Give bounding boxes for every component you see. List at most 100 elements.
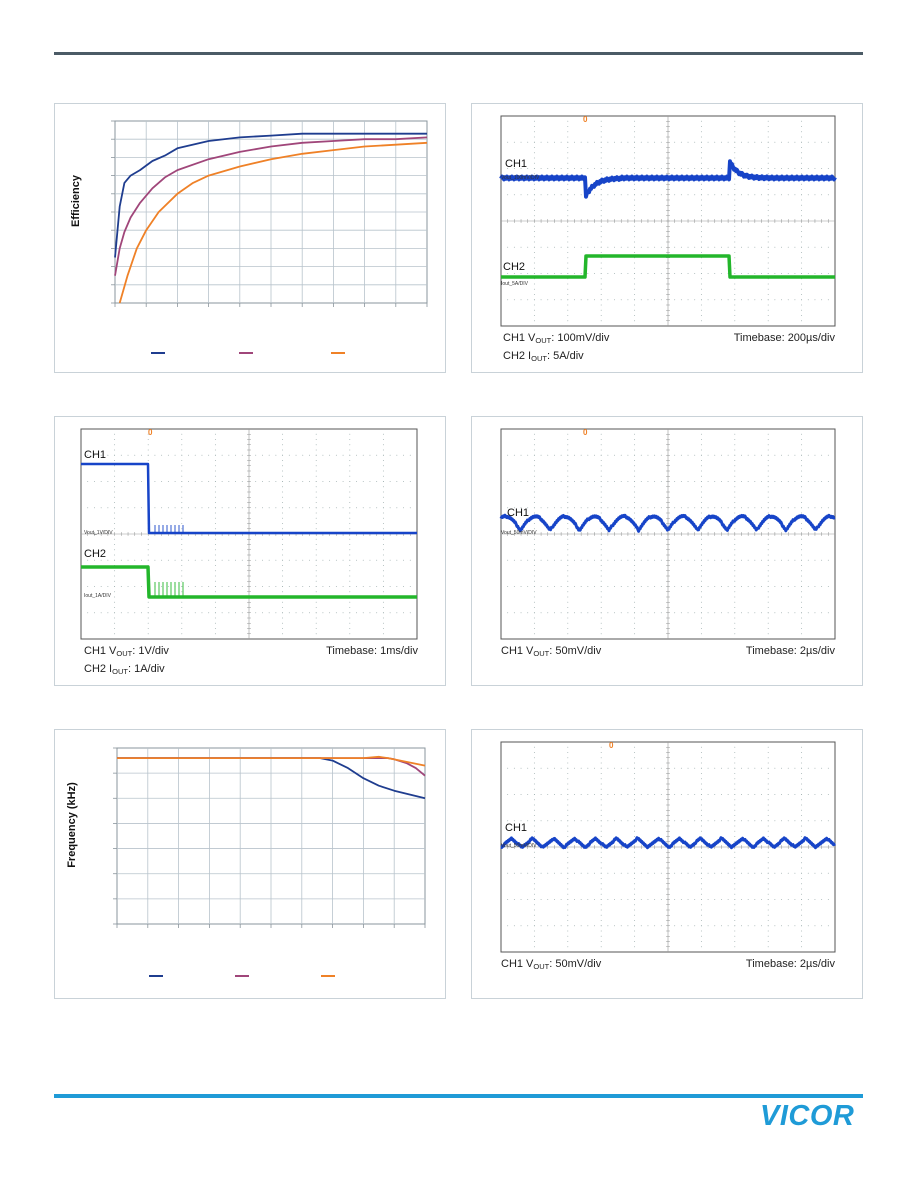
- grid-dot: [567, 299, 569, 301]
- grid-dot: [801, 273, 803, 274]
- series-line-1: [114, 132, 427, 258]
- grid-dot: [700, 183, 702, 185]
- grid-dot: [807, 454, 809, 456]
- grid-dot: [567, 252, 569, 253]
- grid-dot: [734, 246, 736, 248]
- grid-dot: [634, 617, 636, 619]
- grid-dot: [533, 283, 535, 285]
- grid-dot: [787, 612, 789, 614]
- grid-dot: [767, 930, 769, 932]
- grid-dot: [376, 507, 378, 509]
- grid-dot: [533, 433, 535, 435]
- grid-dot: [194, 559, 196, 561]
- grid-dot: [600, 788, 602, 790]
- grid-dot: [567, 570, 569, 572]
- grid-dot: [547, 168, 549, 169]
- grid-dot: [801, 591, 803, 593]
- grid-dot: [821, 899, 823, 900]
- grid-dot: [774, 872, 776, 874]
- grid-dot: [654, 872, 656, 874]
- grid-dot: [734, 762, 736, 764]
- grid-dot: [127, 507, 129, 509]
- grid-dot: [647, 586, 649, 587]
- grid-dot: [827, 273, 829, 274]
- grid-dot: [335, 481, 337, 482]
- grid-dot: [315, 486, 317, 488]
- grid-dot: [607, 299, 609, 301]
- grid-dot: [349, 481, 351, 482]
- grid-dot: [727, 454, 729, 456]
- grid-dot: [201, 559, 203, 561]
- grid-dot: [567, 946, 569, 948]
- grid-dot: [801, 475, 803, 477]
- grid-dot: [567, 633, 569, 635]
- grid-dot: [700, 607, 702, 608]
- grid-dot: [774, 299, 776, 301]
- grid-dot: [349, 538, 351, 540]
- grid-dot: [100, 559, 102, 561]
- grid-dot: [707, 273, 709, 274]
- grid-dot: [147, 460, 149, 461]
- grid-dot: [382, 575, 384, 577]
- grid-dot: [181, 565, 183, 566]
- grid-dot: [403, 481, 405, 482]
- grid-dot: [654, 767, 656, 769]
- grid-dot: [620, 246, 622, 248]
- grid-dot: [181, 591, 183, 593]
- grid-dot: [700, 162, 702, 164]
- grid-dot: [533, 946, 535, 948]
- grid-dot: [335, 507, 337, 509]
- grid-dot: [315, 628, 317, 629]
- grid-dot: [533, 862, 535, 864]
- grid-dot: [201, 481, 203, 482]
- grid-dot: [741, 454, 742, 456]
- grid-dot: [594, 141, 595, 143]
- grid-dot: [680, 899, 682, 900]
- grid-dot: [114, 622, 116, 624]
- grid-dot: [567, 444, 569, 446]
- grid-dot: [396, 612, 398, 614]
- grid-dot: [654, 820, 656, 822]
- grid-dot: [600, 746, 602, 748]
- grid-dot: [707, 194, 709, 196]
- grid-dot: [560, 586, 562, 587]
- grid-dot: [600, 267, 602, 269]
- grid-dot: [282, 591, 284, 593]
- grid-dot: [801, 157, 803, 159]
- grid-dot: [707, 141, 709, 143]
- grid-dot: [767, 257, 769, 259]
- grid-dot: [754, 141, 756, 143]
- grid-dot: [587, 246, 589, 248]
- grid-dot: [527, 612, 529, 614]
- grid-dot: [315, 449, 317, 451]
- grid-dot: [181, 570, 183, 572]
- grid-dot: [560, 194, 562, 196]
- grid-dot: [533, 757, 535, 759]
- grid-dot: [767, 194, 769, 196]
- grid-dot: [547, 872, 549, 874]
- grid-dot: [93, 507, 95, 509]
- grid-dot: [315, 549, 317, 551]
- grid-dot: [607, 141, 609, 143]
- grid-dot: [567, 486, 569, 488]
- grid-dot: [781, 454, 783, 456]
- grid-dot: [767, 935, 769, 937]
- grid-dot: [801, 559, 803, 561]
- grid-dot: [634, 278, 636, 280]
- grid-dot: [141, 481, 142, 482]
- grid-dot: [181, 554, 183, 556]
- ch2-scale-tag: Iout_1A/DIV: [84, 593, 111, 599]
- grid-dot: [181, 454, 183, 456]
- grid-dot: [580, 612, 582, 614]
- grid-dot: [574, 872, 575, 874]
- grid-dot: [720, 794, 722, 795]
- grid-dot: [634, 538, 636, 540]
- grid-dot: [687, 899, 689, 900]
- grid-dot: [774, 273, 776, 274]
- grid-dot: [674, 612, 676, 614]
- grid-dot: [533, 183, 535, 185]
- grid-dot: [767, 580, 769, 582]
- grid-dot: [349, 565, 351, 566]
- grid-dot: [827, 481, 829, 482]
- grid-dot: [147, 454, 149, 456]
